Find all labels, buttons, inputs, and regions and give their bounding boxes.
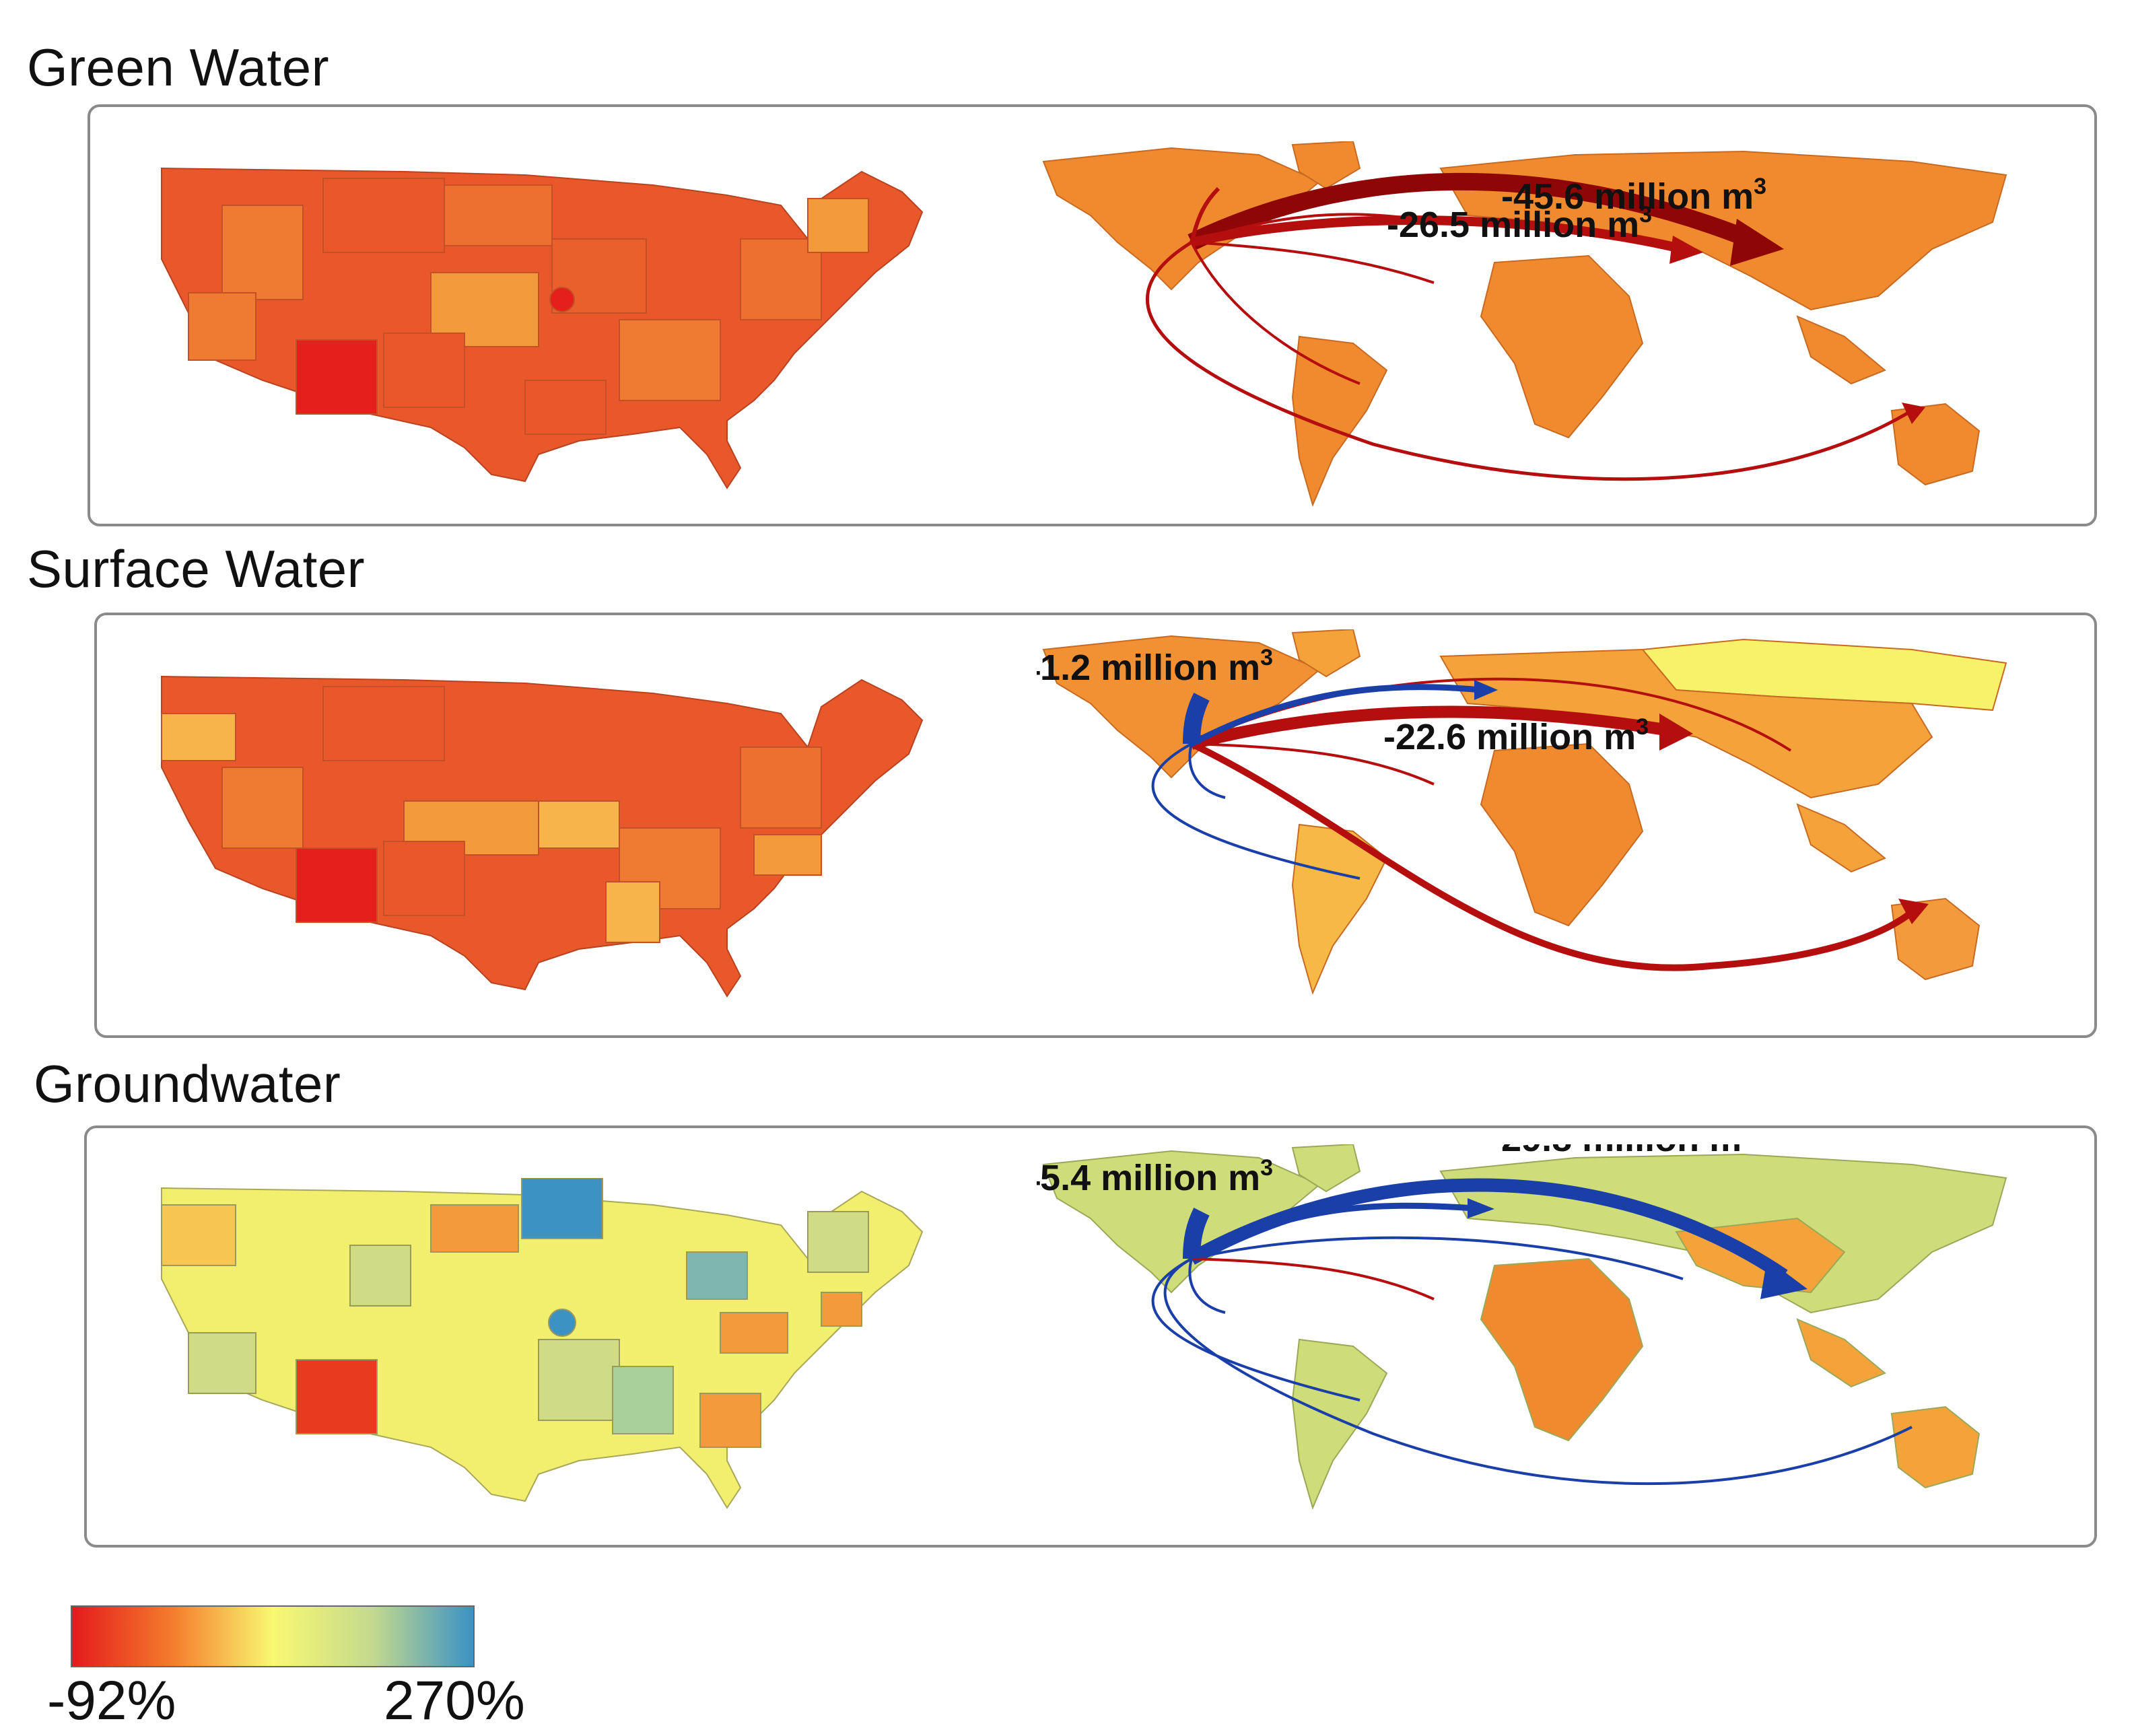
south-america [1291, 823, 1388, 995]
africa [1480, 742, 1644, 927]
arrow-to-mexico-blue [1188, 1258, 1226, 1314]
flow-label-green-1: -45.6 million m3 [1501, 174, 1766, 217]
us-states [188, 178, 869, 435]
se-asia [1796, 803, 1886, 873]
se-asia [1796, 315, 1886, 385]
arrow-to-australia [1190, 740, 1915, 971]
color-scale-bar [71, 1605, 475, 1667]
south-america [1291, 335, 1388, 507]
flow-label-surface-1: 41.2 million m3 [1037, 645, 1273, 688]
north-america [1042, 147, 1321, 291]
flow-arrows [1151, 677, 1929, 971]
legend-min-label: -92% [47, 1670, 176, 1731]
flow-label-green-2: -26.5 million m3 [1387, 202, 1652, 245]
arrowhead-australia [1902, 403, 1925, 424]
panel-title-green-water: Green Water [27, 38, 330, 97]
se-asia [1796, 1318, 1886, 1388]
arrow-to-mexico-blue [1188, 743, 1226, 799]
africa [1480, 254, 1644, 439]
arrow-to-europe [1191, 213, 1414, 244]
arrow-to-africa [1191, 742, 1435, 786]
flow-label-ground-2: 29.8 million m3 [1501, 1144, 1754, 1159]
arrowhead-europe-blue [1468, 1198, 1494, 1218]
arrow-to-south-america-blue [1151, 1257, 1360, 1401]
arrow-to-africa-red [1191, 1257, 1435, 1300]
australia [1890, 1405, 1980, 1489]
arrow-to-africa [1191, 241, 1435, 284]
arrow-to-south-asia-blue [1191, 1236, 1684, 1280]
south-america [1291, 1338, 1388, 1510]
greenland [1291, 629, 1361, 678]
arrow-to-europe-blue [1190, 1202, 1475, 1261]
world-landmasses [1042, 1144, 2007, 1510]
arrow-to-australia [1146, 240, 1913, 481]
arrowhead-europe-blue [1474, 680, 1498, 700]
world-map-surface-water: 41.2 million m3 -22.6 million m3 [1037, 629, 2007, 995]
legend-max-label: 270% [384, 1670, 525, 1731]
arrowhead-china-blue [1760, 1259, 1807, 1299]
north-america [1042, 1150, 1321, 1294]
flow-label-surface-2: -22.6 million m3 [1383, 714, 1649, 757]
arrow-to-north [1190, 186, 1220, 243]
arrowhead-south-asia [1669, 236, 1703, 264]
flow-label-ground-1: 45.4 million m3 [1037, 1155, 1273, 1198]
flow-arrows [1146, 172, 1925, 481]
world-landmasses [1042, 629, 2007, 995]
arrow-to-south-asia [1190, 705, 1671, 750]
world-map-groundwater: 45.4 million m3 29.8 million m3 [1037, 1144, 2007, 1510]
arrow-to-australia-blue [1163, 1257, 1913, 1486]
greenland [1291, 1144, 1361, 1193]
us-states [161, 1178, 869, 1448]
arrow-to-south-america [1190, 242, 1360, 385]
australia [1890, 403, 1980, 486]
panel-title-surface-water: Surface Water [27, 539, 366, 598]
arrow-to-europe-blue [1190, 684, 1482, 747]
africa [1480, 1257, 1644, 1442]
arrowhead-australia [1898, 899, 1929, 924]
us-map-green-water [161, 167, 924, 489]
arrowhead-china [1730, 219, 1784, 266]
arrow-to-south-asia [1190, 215, 1684, 254]
greenland [1291, 141, 1361, 190]
flow-arrows [1151, 1178, 1913, 1486]
world-map-green-water: -45.6 million m3 -26.5 million m3 [1042, 141, 2007, 507]
panel-title-groundwater: Groundwater [34, 1054, 341, 1113]
arrow-to-south-america-blue [1151, 742, 1360, 880]
us-states [161, 686, 822, 943]
arrow-to-canada-blue [1183, 1208, 1210, 1259]
arrowhead-south-asia [1659, 714, 1693, 751]
arrow-to-china [1187, 172, 1760, 251]
arrow-to-canada-blue [1183, 693, 1210, 744]
us-map-surface-water [161, 675, 924, 998]
us-map-groundwater [161, 1178, 924, 1509]
